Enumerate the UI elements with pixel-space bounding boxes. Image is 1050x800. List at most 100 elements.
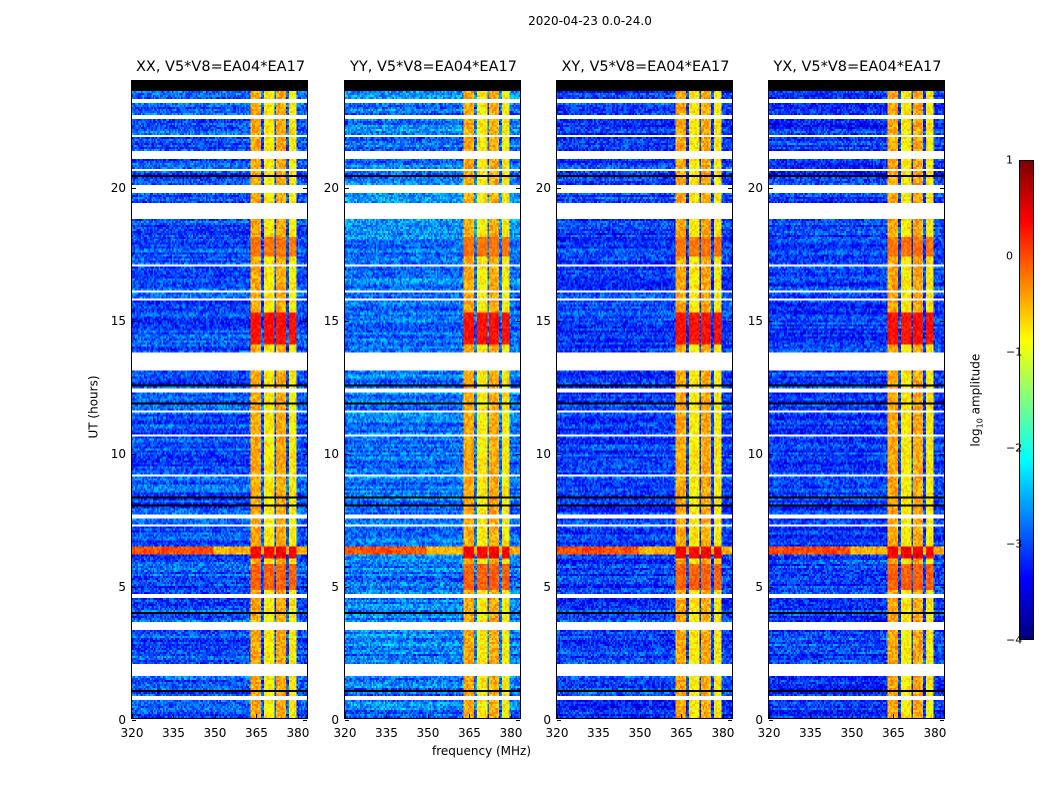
y-tick-mark (516, 320, 520, 322)
heatmap-panel-3: XY, V5*V8=EA04*EA17 320 335 350 365 380 0 5 10 15… (536, 59, 735, 740)
x-tick-label: 380 (499, 726, 523, 740)
x-tick-label: 350 (840, 726, 864, 740)
heatmap-panel-2: YY, V5*V8=EA04*EA17 320 335 350 365 380 0 5 10 15… (324, 59, 523, 740)
y-tick-mark (303, 320, 307, 322)
x-tick-label: 365 (670, 726, 693, 740)
y-tick-mark (940, 720, 944, 721)
y-tick-label: 20 (535, 180, 551, 195)
x-tick-label: 350 (416, 726, 440, 740)
y-tick-mark (516, 586, 520, 588)
y-tick-mark (940, 187, 944, 189)
y-tick-label: 10 (110, 446, 126, 461)
y-tick-mark (132, 720, 136, 721)
x-tick-label: 320 (333, 726, 357, 740)
y-tick-label: 15 (110, 313, 126, 328)
y-tick-mark (132, 453, 136, 455)
y-tick-mark (728, 586, 732, 588)
y-tick-mark (728, 187, 732, 189)
colorbar-tick-label: 0 (1006, 249, 1013, 263)
y-tick-mark (769, 187, 773, 189)
x-tick-mark (427, 714, 429, 718)
y-tick-mark (769, 720, 773, 721)
y-tick-mark (132, 320, 136, 322)
heatmap-panel-4: YX, V5*V8=EA04*EA17 320 335 350 365 380 0 5 10 15… (748, 59, 947, 740)
y-tick-label: 5 (543, 579, 551, 594)
colorbar-tick-label: −3 (1006, 537, 1023, 551)
x-tick-mark (214, 714, 216, 718)
panel-title: YY, V5*V8=EA04*EA17 (350, 59, 517, 75)
y-tick-mark (345, 453, 349, 455)
heatmap-image (769, 81, 944, 718)
y-tick-mark (769, 586, 773, 588)
y-tick-label: 10 (535, 446, 551, 461)
y-tick-mark (769, 320, 773, 322)
x-tick-mark (510, 714, 512, 718)
colorbar (1019, 160, 1034, 640)
y-tick-mark (940, 320, 944, 322)
y-tick-mark (940, 586, 944, 588)
x-tick-mark (386, 714, 388, 718)
panel-title: XX, V5*V8=EA04*EA17 (135, 59, 306, 75)
heatmap-image (345, 81, 520, 718)
y-tick-mark (345, 187, 349, 189)
x-tick-mark (345, 714, 346, 718)
y-tick-mark (516, 187, 520, 189)
y-tick-mark (728, 720, 732, 721)
x-tick-label: 335 (162, 726, 185, 740)
y-tick-label: 20 (323, 180, 339, 195)
x-tick-mark (851, 714, 853, 718)
x-tick-label: 320 (120, 726, 144, 740)
x-axis-label: frequency (MHz) (432, 744, 532, 758)
y-tick-mark (303, 720, 307, 721)
y-tick-mark (557, 187, 561, 189)
x-tick-mark (769, 714, 770, 718)
x-tick-mark (557, 714, 558, 718)
x-tick-mark (934, 714, 936, 718)
y-axis-label: UT (hours) (86, 375, 101, 439)
x-tick-label: 320 (545, 726, 569, 740)
x-tick-mark (132, 714, 133, 718)
x-tick-label: 335 (587, 726, 610, 740)
x-tick-mark (893, 714, 895, 718)
x-tick-mark (598, 714, 600, 718)
y-tick-mark (557, 586, 561, 588)
y-tick-label: 20 (747, 180, 763, 195)
x-tick-mark (810, 714, 812, 718)
heatmap-panel-1: XX, V5*V8=EA04*EA17 320 335 350 365 380 0 5 10 15… (111, 59, 310, 740)
y-tick-mark (132, 586, 136, 588)
panel-title: YX, V5*V8=EA04*EA17 (773, 59, 942, 75)
y-tick-mark (728, 453, 732, 455)
y-tick-label: 10 (747, 446, 763, 461)
x-tick-label: 350 (628, 726, 652, 740)
y-tick-mark (728, 320, 732, 322)
x-tick-mark (681, 714, 683, 718)
y-tick-mark (516, 720, 520, 721)
x-tick-mark (256, 714, 258, 718)
x-tick-mark (722, 714, 724, 718)
x-tick-label: 380 (923, 726, 947, 740)
y-tick-label: 0 (755, 713, 763, 727)
y-tick-mark (132, 187, 136, 189)
x-tick-label: 380 (286, 726, 310, 740)
figure-title: 2020-04-23 0.0-24.0 (528, 14, 652, 28)
y-tick-mark (557, 720, 561, 721)
x-tick-label: 365 (882, 726, 905, 740)
colorbar-tick-label: −4 (1006, 633, 1023, 647)
y-tick-mark (345, 720, 349, 721)
y-tick-mark (303, 453, 307, 455)
heatmap-image (557, 81, 732, 718)
y-tick-label: 15 (323, 313, 339, 328)
y-tick-mark (303, 187, 307, 189)
x-tick-label: 320 (757, 726, 781, 740)
panel-title: XY, V5*V8=EA04*EA17 (561, 59, 730, 75)
x-tick-label: 365 (458, 726, 481, 740)
x-tick-label: 335 (375, 726, 398, 740)
y-tick-label: 0 (118, 713, 126, 727)
y-tick-mark (769, 453, 773, 455)
y-tick-label: 5 (331, 579, 339, 594)
x-tick-label: 350 (203, 726, 227, 740)
x-tick-mark (469, 714, 471, 718)
y-tick-mark (940, 453, 944, 455)
x-tick-mark (297, 714, 299, 718)
